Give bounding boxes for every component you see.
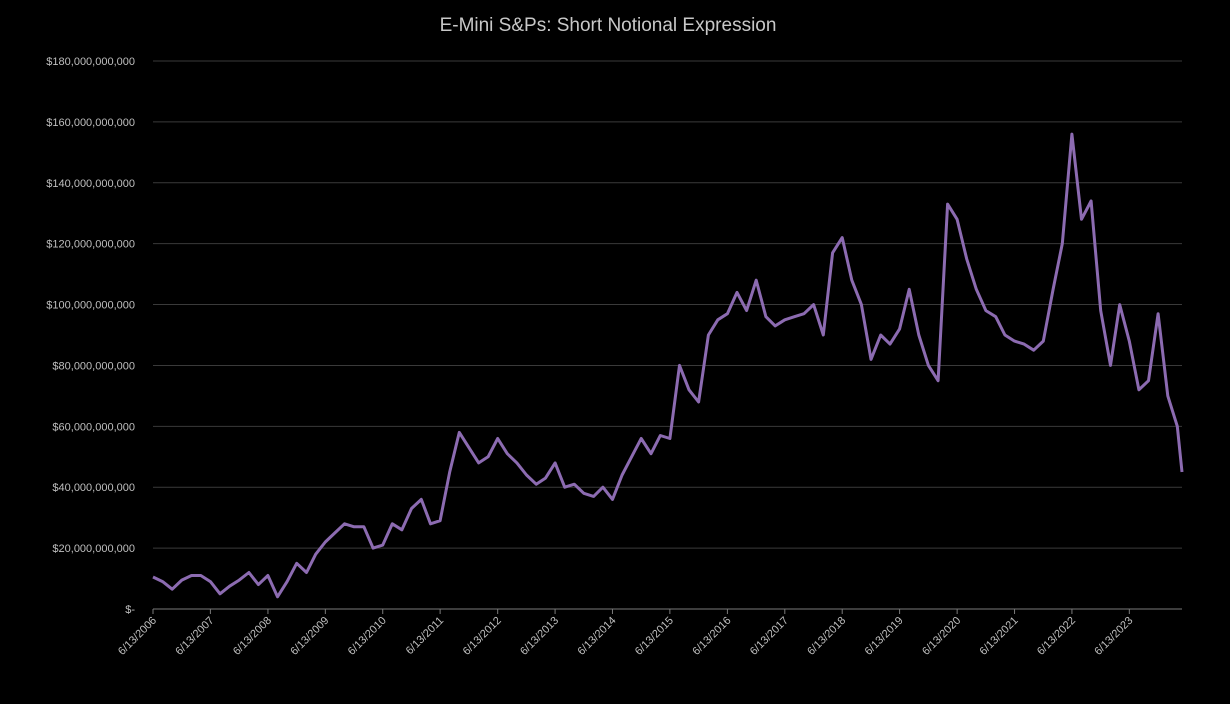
data-line xyxy=(152,132,1184,599)
x-tick-label: 6/13/2006 xyxy=(116,615,159,658)
y-tick-label: $80,000,000,000 xyxy=(52,360,135,372)
y-tick-label: $- xyxy=(125,604,135,616)
x-tick-label: 6/13/2010 xyxy=(346,615,389,658)
x-tick-label: 6/13/2023 xyxy=(1092,615,1135,658)
y-tick-label: $180,000,000,000 xyxy=(46,56,135,68)
y-tick-label: $140,000,000,000 xyxy=(46,178,135,190)
x-tick-label: 6/13/2014 xyxy=(575,615,618,658)
x-tick-label: 6/13/2020 xyxy=(920,615,963,658)
x-tick-label: 6/13/2015 xyxy=(633,615,676,658)
x-tick-label: 6/13/2007 xyxy=(173,615,216,658)
x-tick-label: 6/13/2017 xyxy=(748,615,791,658)
x-tick-label: 6/13/2016 xyxy=(690,615,733,658)
x-tick-label: 6/13/2009 xyxy=(288,615,331,658)
x-tick-label: 6/13/2012 xyxy=(461,615,504,658)
y-tick-label: $40,000,000,000 xyxy=(52,482,135,494)
x-tick-label: 6/13/2022 xyxy=(1035,615,1078,658)
y-tick-label: $100,000,000,000 xyxy=(46,300,135,312)
x-tick-label: 6/13/2008 xyxy=(231,615,274,658)
x-tick-label: 6/13/2018 xyxy=(805,615,848,658)
y-tick-label: $160,000,000,000 xyxy=(46,117,135,129)
x-tick-label: 6/13/2021 xyxy=(978,615,1021,658)
y-tick-label: $20,000,000,000 xyxy=(52,543,135,555)
chart-title: E-Mini S&Ps: Short Notional Expression xyxy=(440,15,777,36)
y-tick-label: $120,000,000,000 xyxy=(46,239,135,251)
x-tick-label: 6/13/2013 xyxy=(518,615,561,658)
x-tick-label: 6/13/2019 xyxy=(863,615,906,658)
x-tick-label: 6/13/2011 xyxy=(404,615,447,658)
y-tick-label: $60,000,000,000 xyxy=(52,421,135,433)
